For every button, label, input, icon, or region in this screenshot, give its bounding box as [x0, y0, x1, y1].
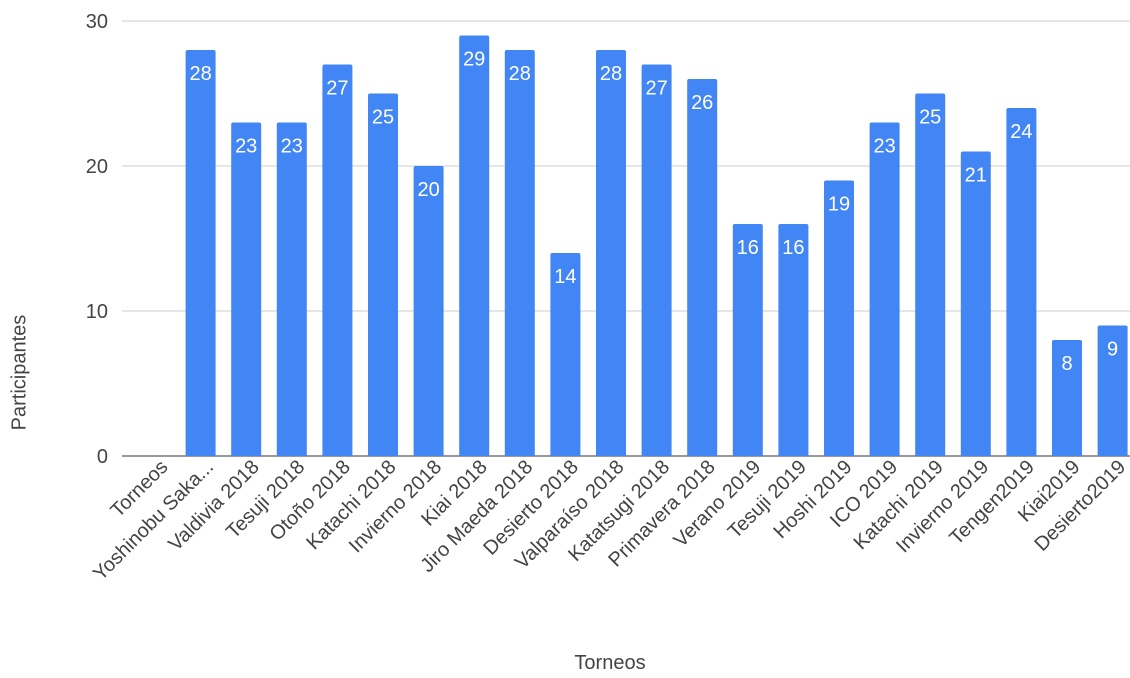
data-label: 14	[554, 266, 576, 288]
bar	[414, 166, 444, 456]
data-label: 28	[189, 63, 211, 85]
data-label: 8	[1061, 353, 1072, 375]
bar	[1006, 108, 1036, 456]
bar	[368, 94, 398, 457]
bar	[870, 123, 900, 457]
data-label: 19	[828, 194, 850, 216]
bar	[915, 94, 945, 457]
data-label: 21	[965, 165, 987, 187]
bar	[687, 79, 717, 456]
bar	[459, 36, 489, 457]
data-label: 23	[235, 136, 257, 158]
data-label: 24	[1010, 121, 1032, 143]
y-tick-label: 0	[97, 446, 108, 468]
bar	[277, 123, 307, 457]
x-axis-title: Torneos	[520, 652, 700, 675]
y-tick-label: 20	[86, 156, 108, 178]
data-label: 23	[281, 136, 303, 158]
y-axis-title-wrap: Participantes	[0, 292, 40, 452]
data-label: 27	[326, 78, 348, 100]
data-label: 26	[691, 92, 713, 114]
bar	[231, 123, 261, 457]
data-label: 27	[645, 78, 667, 100]
bar	[642, 65, 672, 457]
data-label: 16	[782, 237, 804, 259]
data-label: 20	[417, 179, 439, 201]
y-tick-label: 30	[86, 11, 108, 33]
y-axis-title: Participantes	[9, 314, 32, 430]
bar	[322, 65, 352, 457]
data-label: 23	[873, 136, 895, 158]
data-label: 28	[509, 63, 531, 85]
bar	[824, 181, 854, 457]
bar	[505, 50, 535, 456]
data-label: 25	[919, 107, 941, 129]
data-label: 16	[737, 237, 759, 259]
data-label: 29	[463, 49, 485, 71]
y-axis-ticks: 0 10 20 30	[86, 11, 108, 468]
bar	[961, 152, 991, 457]
y-tick-label: 10	[86, 301, 108, 323]
data-label: 25	[372, 107, 394, 129]
data-label: 28	[600, 63, 622, 85]
data-label: 9	[1107, 339, 1118, 361]
bar	[596, 50, 626, 456]
bar	[186, 50, 216, 456]
